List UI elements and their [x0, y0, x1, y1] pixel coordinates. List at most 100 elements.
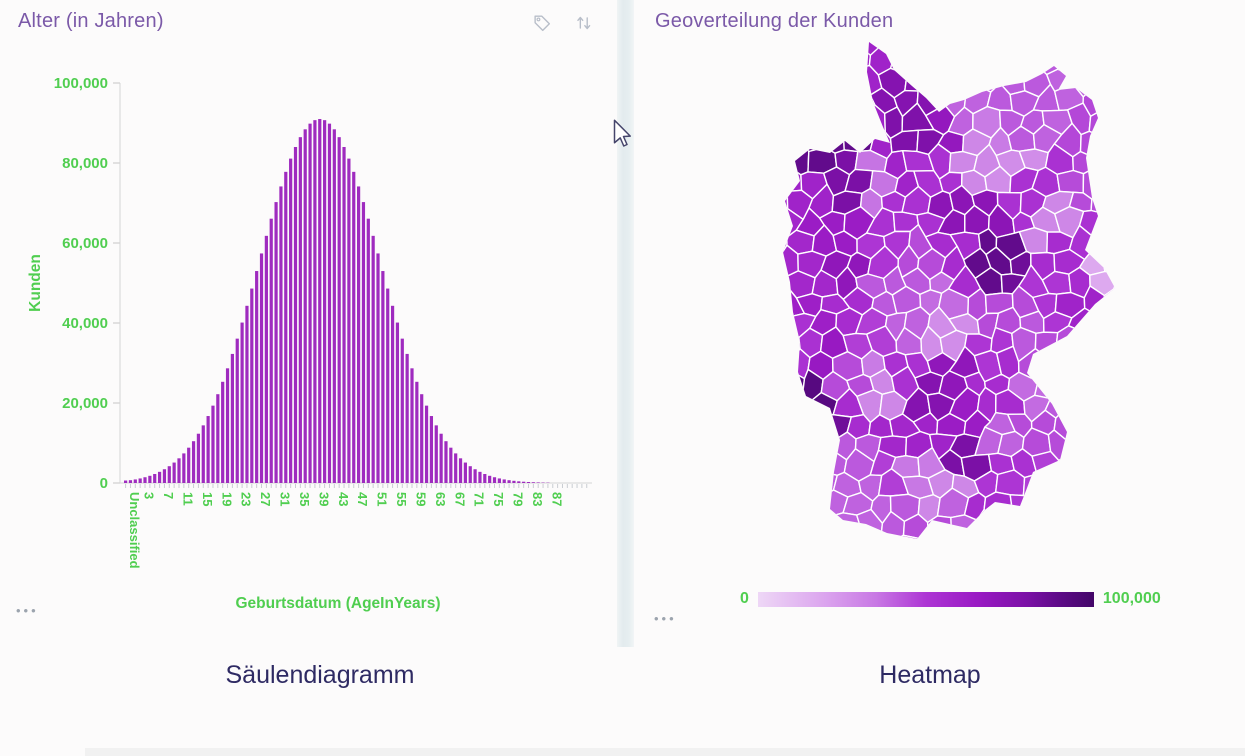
bar[interactable] — [463, 462, 467, 483]
map-region[interactable] — [924, 65, 957, 98]
map-region[interactable] — [961, 49, 990, 79]
map-region[interactable] — [754, 124, 755, 153]
map-region[interactable] — [842, 131, 875, 153]
map-region[interactable] — [1043, 468, 1072, 502]
bar[interactable] — [444, 441, 448, 483]
map-region[interactable] — [775, 449, 806, 481]
map-region[interactable] — [754, 491, 777, 517]
map-region[interactable] — [1088, 514, 1119, 541]
map-region[interactable] — [1047, 40, 1069, 55]
bar[interactable] — [235, 338, 239, 483]
map-region[interactable] — [1106, 84, 1129, 116]
map-region[interactable] — [1100, 412, 1132, 436]
map-region[interactable] — [1130, 249, 1146, 273]
map-region[interactable] — [1127, 533, 1146, 557]
bar[interactable] — [255, 271, 259, 483]
bar[interactable] — [483, 474, 487, 483]
bar[interactable] — [318, 119, 322, 483]
map-region[interactable] — [1138, 352, 1147, 377]
map-region[interactable] — [910, 552, 928, 570]
map-region[interactable] — [786, 102, 818, 137]
panel-scrollbar[interactable] — [617, 0, 634, 647]
map-region[interactable] — [995, 508, 1026, 542]
map-region[interactable] — [1137, 40, 1146, 55]
map-region[interactable] — [950, 514, 981, 544]
map-region[interactable] — [1053, 534, 1087, 559]
map-region[interactable] — [1135, 473, 1146, 503]
map-region[interactable] — [1126, 414, 1146, 439]
map-region[interactable] — [765, 108, 791, 132]
map-region[interactable] — [754, 414, 781, 441]
map-region[interactable] — [1117, 67, 1143, 93]
bar[interactable] — [250, 288, 254, 483]
bar[interactable] — [201, 425, 205, 483]
map-region[interactable] — [1099, 371, 1133, 397]
map-region[interactable] — [1000, 557, 1025, 570]
map-region[interactable] — [1104, 46, 1129, 76]
map-region[interactable] — [762, 225, 788, 255]
map-region[interactable] — [1116, 353, 1144, 378]
bar[interactable] — [206, 416, 210, 483]
bar[interactable] — [148, 475, 152, 483]
bar[interactable] — [434, 425, 438, 483]
map-region[interactable] — [1135, 105, 1146, 135]
map-region[interactable] — [809, 66, 838, 94]
map-region[interactable] — [1126, 85, 1146, 111]
map-region[interactable] — [754, 105, 768, 133]
map-region[interactable] — [889, 46, 922, 76]
bar[interactable] — [245, 305, 249, 483]
bar[interactable] — [371, 235, 375, 483]
map-region[interactable] — [1124, 168, 1146, 194]
map-region[interactable] — [754, 248, 757, 276]
bar[interactable] — [293, 147, 298, 483]
bar[interactable] — [381, 271, 385, 483]
map-region[interactable] — [763, 270, 790, 295]
map-region[interactable] — [950, 555, 977, 570]
map-region[interactable] — [763, 513, 793, 540]
map-region[interactable] — [1054, 369, 1087, 401]
map-region[interactable] — [965, 533, 987, 564]
map-region[interactable] — [754, 167, 782, 197]
map-region[interactable] — [1064, 388, 1097, 416]
map-region[interactable] — [1111, 150, 1143, 179]
map-region[interactable] — [762, 40, 794, 56]
map-region[interactable] — [1081, 489, 1110, 518]
bar[interactable] — [240, 322, 244, 483]
map-region[interactable] — [1006, 45, 1040, 71]
bar[interactable] — [361, 202, 366, 483]
bar[interactable] — [279, 186, 283, 483]
map-region[interactable] — [754, 555, 769, 570]
map-region[interactable] — [754, 272, 765, 300]
map-region[interactable] — [754, 515, 763, 541]
map-region[interactable] — [919, 48, 945, 74]
map-region[interactable] — [848, 527, 873, 558]
map-region[interactable] — [797, 527, 829, 556]
bar[interactable] — [468, 466, 472, 483]
map-region[interactable] — [1126, 49, 1147, 78]
bar[interactable] — [172, 462, 176, 483]
map-region[interactable] — [820, 529, 851, 557]
bar[interactable] — [274, 202, 278, 483]
map-region[interactable] — [823, 45, 849, 74]
map-region[interactable] — [1117, 110, 1138, 134]
bar[interactable] — [289, 158, 293, 483]
map-region[interactable] — [1116, 557, 1144, 570]
map-region[interactable] — [784, 470, 817, 501]
bar[interactable] — [284, 171, 288, 483]
map-region[interactable] — [754, 473, 765, 501]
map-region[interactable] — [1091, 40, 1115, 59]
map-region[interactable] — [879, 557, 910, 570]
map-region[interactable] — [1104, 326, 1129, 361]
map-region[interactable] — [1043, 351, 1069, 381]
map-region[interactable] — [754, 432, 766, 460]
bar[interactable] — [327, 123, 332, 483]
map-region[interactable] — [754, 50, 758, 71]
bar[interactable] — [449, 447, 453, 483]
bar[interactable] — [323, 120, 327, 483]
tag-icon[interactable] — [531, 12, 553, 34]
bar[interactable] — [298, 137, 302, 483]
map-region[interactable] — [1077, 533, 1110, 563]
map-region[interactable] — [765, 556, 788, 570]
bar[interactable] — [405, 353, 409, 483]
map-region[interactable] — [1093, 67, 1118, 96]
